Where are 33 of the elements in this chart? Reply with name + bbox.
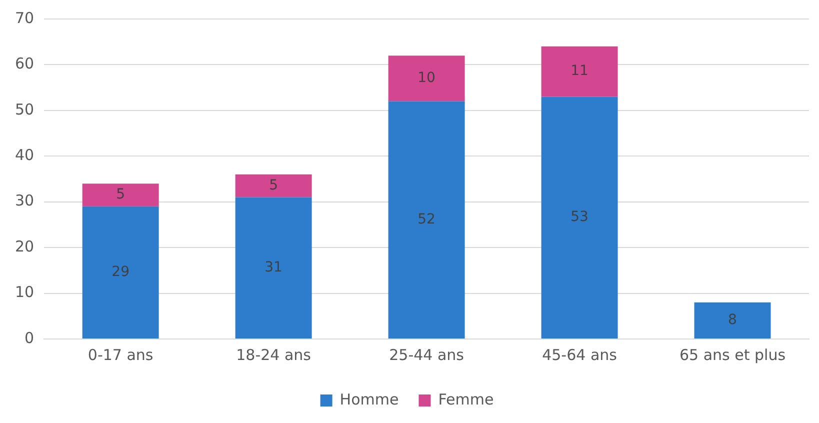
x-tick-label: 45-64 ans [542, 346, 618, 364]
data-label: 5 [269, 178, 278, 194]
bar [694, 302, 771, 338]
data-label: 31 [264, 260, 282, 276]
bar [235, 197, 312, 338]
x-tick-label: 0-17 ans [88, 346, 154, 364]
data-label: 5 [116, 186, 126, 203]
legend-label: Homme [340, 390, 399, 408]
bar [388, 101, 465, 338]
x-tick-label: 65 ans et plus [679, 346, 786, 364]
bar [82, 206, 159, 338]
y-tick-label: 10 [14, 283, 34, 302]
y-tick-label: 20 [14, 237, 34, 256]
bar [388, 56, 465, 102]
x-tick-label: 25-44 ans [389, 346, 464, 364]
y-tick-label: 70 [14, 8, 34, 27]
y-tick-label: 50 [14, 100, 34, 118]
bar [82, 184, 159, 206]
y-tick-label: 60 [14, 54, 34, 73]
data-label: 53 [570, 209, 588, 226]
y-tick-label: 0 [24, 328, 34, 347]
bar [541, 46, 618, 97]
y-tick-label: 40 [14, 146, 34, 164]
y-tick-label: 30 [14, 192, 34, 210]
data-label: 10 [418, 70, 436, 86]
data-label: 52 [418, 212, 436, 228]
x-tick-label: 18-24 ans [236, 346, 312, 364]
bar [541, 96, 618, 338]
data-label: 11 [570, 63, 588, 80]
data-label: 29 [112, 264, 130, 280]
bar [235, 174, 312, 198]
data-label: 8 [728, 312, 737, 328]
legend-label: Femme [438, 390, 494, 408]
